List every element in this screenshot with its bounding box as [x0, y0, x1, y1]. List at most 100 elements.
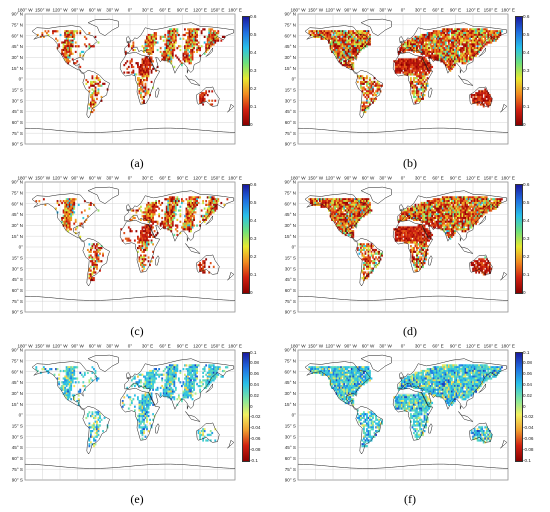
outline-japan: [205, 383, 214, 393]
outline-japan: [205, 47, 214, 57]
outline-australia: [196, 254, 220, 275]
lon-tick-label: 60° E: [159, 8, 170, 13]
lat-tick-label: 15° N: [284, 402, 296, 407]
lon-tick-label: 60° W: [362, 176, 375, 181]
colorbar: [242, 352, 250, 462]
outline-africa: [119, 52, 161, 105]
lat-tick-label: 45° S: [285, 109, 296, 114]
outline-madagascar: [428, 423, 433, 434]
colorbar-tick-label: -0.06: [523, 435, 534, 441]
colorbar: [242, 184, 250, 294]
lat-tick-label: 75° S: [285, 131, 296, 136]
outline-britain: [126, 372, 131, 380]
outline-namerica: [304, 25, 371, 74]
colorbar-tick-label: -0.06: [250, 435, 261, 441]
lon-tick-label: 90° E: [450, 8, 461, 13]
lat-tick-label: 60° S: [285, 288, 296, 293]
lon-tick-label: 120° E: [193, 344, 207, 349]
outline-australia: [196, 86, 220, 107]
map-c: 180° W 150° W 120° W 90° W 60° W 30° W 0° 30° E…: [11, 176, 241, 315]
lon-tick-label: 150° W: [35, 8, 51, 13]
colorbar-tick-label: 0.4: [523, 217, 530, 223]
lat-tick-label: 15° N: [284, 234, 296, 239]
colorbar-tick-label: 0.5: [523, 31, 530, 37]
lat-tick-label: 90° N: [284, 12, 296, 17]
lon-tick-label: 180° E: [501, 176, 515, 181]
outline-africa: [392, 220, 434, 273]
outline-eurasia: [124, 190, 235, 242]
map-b: 180° W 150° W 120° W 90° W 60° W 30° W 0° 30° E…: [284, 8, 514, 147]
outline-japan: [205, 215, 214, 225]
lat-tick-label: 45° S: [12, 445, 23, 450]
lon-tick-label: 60° W: [89, 344, 102, 349]
lon-tick-label: 0°: [401, 176, 406, 181]
lon-tick-label: 180° W: [17, 176, 33, 181]
lon-tick-label: 30° W: [106, 176, 119, 181]
outline-samerica: [355, 70, 383, 119]
lat-tick-label: 45° N: [11, 212, 23, 217]
lat-tick-label: 60° S: [285, 120, 296, 125]
lat-tick-label: 90° S: [285, 142, 296, 147]
lon-tick-label: 90° W: [344, 344, 357, 349]
data-layer: [35, 364, 229, 448]
colorbar-tick-label: 0.5: [250, 31, 257, 37]
lon-tick-label: 30° E: [415, 344, 426, 349]
colorbar-tick-label: 0: [250, 289, 253, 295]
lat-tick-label: 15° N: [11, 234, 23, 239]
colorbar-tick-label: 0.4: [250, 217, 257, 223]
outline-madagascar: [155, 87, 160, 98]
colorbar-tick-label: 0.5: [523, 199, 530, 205]
map-panel-c: 180° W 150° W 120° W 90° W 60° W 30° W 0° 30° E…: [5, 172, 268, 324]
lon-tick-label: 90° E: [450, 176, 461, 181]
colorbar-tick-label: 0.6: [523, 181, 530, 187]
map-panel-a: 180° W 150° W 120° W 90° W 60° W 30° W 0° 30° E…: [5, 4, 268, 156]
outline-namerica: [31, 25, 98, 74]
lon-tick-label: 120° E: [193, 8, 207, 13]
lat-tick-label: 0°: [292, 77, 297, 82]
lat-tick-label: 15° N: [284, 66, 296, 71]
lat-tick-label: 75° N: [11, 22, 23, 27]
lat-tick-label: 15° S: [285, 87, 296, 92]
outline-newzealand: [500, 103, 508, 113]
panel-label-f: (f): [404, 492, 416, 506]
lon-tick-label: 150° E: [211, 8, 225, 13]
lat-tick-label: 75° S: [285, 299, 296, 304]
lon-tick-label: 30° W: [106, 8, 119, 13]
lon-tick-label: 90° E: [177, 176, 188, 181]
outline-namerica: [304, 361, 371, 410]
lat-tick-label: 45° S: [285, 445, 296, 450]
colorbar-tick-label: 0.1: [523, 271, 530, 277]
outline-indonesia: [458, 411, 474, 422]
colorbar-tick-label: -0.1: [523, 457, 531, 463]
data-layer: [35, 196, 229, 282]
lon-tick-label: 60° W: [89, 176, 102, 181]
colorbar-tick-label: 0.1: [250, 103, 257, 109]
map-e: 180° W 150° W 120° W 90° W 60° W 30° W 0° 30° E…: [11, 344, 242, 483]
lat-tick-label: 0°: [292, 245, 297, 250]
outline-newzealand: [500, 271, 508, 281]
outline-eurasia: [397, 358, 508, 410]
lon-tick-label: 180° W: [290, 176, 306, 181]
colorbar-tick-label: 0.6: [250, 13, 257, 19]
colorbar-tick-label: 0.02: [523, 392, 532, 398]
lon-tick-label: 120° W: [325, 8, 341, 13]
colorbar: [515, 352, 523, 462]
colorbar-tick-label: 0.6: [523, 13, 530, 19]
lat-tick-label: 15° S: [285, 255, 296, 260]
colorbar-tick-label: 0.1: [523, 349, 530, 355]
lat-tick-label: 45° N: [284, 380, 296, 385]
lat-tick-label: 0°: [19, 245, 24, 250]
colorbar-tick-label: 0.5: [250, 199, 257, 205]
colorbar-tick-label: 0.08: [250, 360, 259, 366]
colorbar-tick-label: 0.3: [523, 67, 530, 73]
colorbar-tick-label: 0.2: [523, 253, 530, 259]
lon-tick-label: 180° E: [501, 344, 515, 349]
lat-tick-label: 75° N: [11, 190, 23, 195]
lat-tick-label: 75° N: [284, 22, 296, 27]
lon-tick-label: 0°: [128, 8, 133, 13]
outline-britain: [399, 372, 404, 380]
outline-africa: [119, 388, 161, 441]
map-panel-b: 180° W 150° W 120° W 90° W 60° W 30° W 0° 30° E…: [278, 4, 541, 156]
lon-tick-label: 180° E: [228, 344, 242, 349]
lon-tick-label: 30° W: [379, 8, 392, 13]
